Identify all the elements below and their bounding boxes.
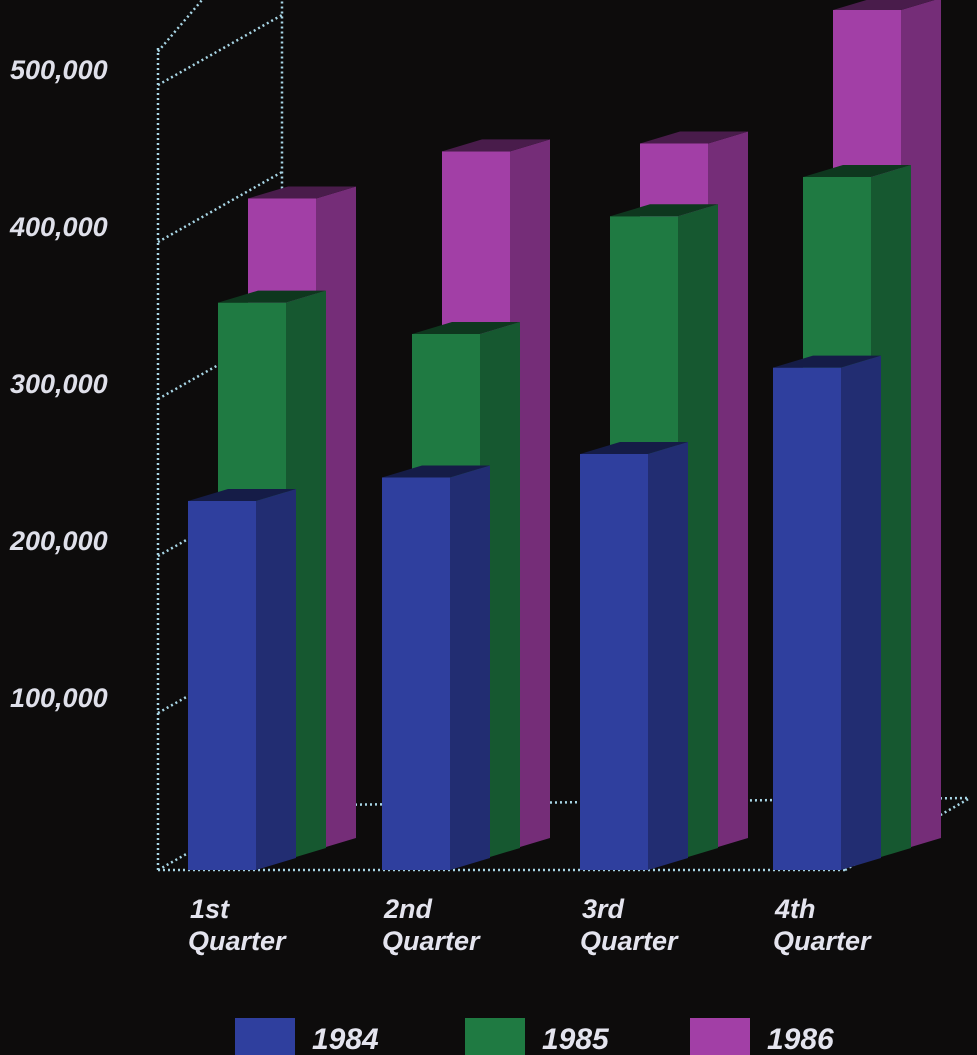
- bar-top-1984: [773, 355, 881, 368]
- legend-swatch-1986: [690, 1018, 750, 1055]
- bar-side-1984: [450, 465, 490, 870]
- x-category-label: 3rd Quarter: [580, 894, 679, 956]
- bar-top-1984: [580, 441, 688, 454]
- bar-top-1985: [610, 204, 718, 217]
- x-category-label: 4th Quarter: [773, 894, 872, 956]
- x-category-label: 2nd Quarter: [382, 894, 481, 956]
- legend-label-1984: 1984: [312, 1023, 379, 1055]
- bar-side-1984: [648, 441, 688, 870]
- legend: 1984 1985 1986: [235, 1018, 834, 1055]
- legend-swatch-1984: [235, 1018, 295, 1055]
- y-axis-ticks: 100,000 200,000 300,000 400,000 500,000: [9, 13, 283, 715]
- y-tick-label: 100,000: [10, 683, 108, 713]
- y-gridline: [157, 170, 283, 244]
- legend-label-1986: 1986: [767, 1023, 834, 1055]
- bar-side-1984: [256, 489, 296, 870]
- bar-1984: [773, 367, 841, 870]
- bar-top-1984: [188, 489, 296, 502]
- bar-side-1984: [841, 355, 881, 871]
- bar-top-1985: [803, 165, 911, 178]
- legend-label-1985: 1985: [542, 1023, 610, 1055]
- floor-right-edge: [844, 796, 971, 872]
- bar-1984: [188, 501, 256, 870]
- y-tick-label: 500,000: [10, 55, 108, 85]
- y-gridline: [157, 13, 283, 87]
- top-frame-line: [157, 0, 204, 53]
- bar-top-1985: [218, 290, 326, 303]
- x-axis-labels: 1st Quarter 2nd Quarter 3rd Quarter 4th Quarter: [188, 894, 872, 956]
- bar-1984: [382, 477, 450, 870]
- y-tick-label: 300,000: [10, 369, 108, 399]
- bar-top-1985: [412, 322, 520, 335]
- y-tick-label: 400,000: [9, 212, 108, 242]
- x-category-label: 1st Quarter: [188, 894, 287, 956]
- bar-top-1984: [382, 465, 490, 478]
- bar-top-1986: [833, 0, 935, 11]
- legend-swatch-1985: [465, 1018, 525, 1055]
- bar-top-1986: [442, 139, 550, 152]
- bars: [188, 0, 941, 871]
- bar-1984: [580, 453, 648, 870]
- y-tick-label: 200,000: [9, 526, 108, 556]
- bar-top-1986: [640, 131, 748, 144]
- bar-top-1986: [248, 186, 356, 199]
